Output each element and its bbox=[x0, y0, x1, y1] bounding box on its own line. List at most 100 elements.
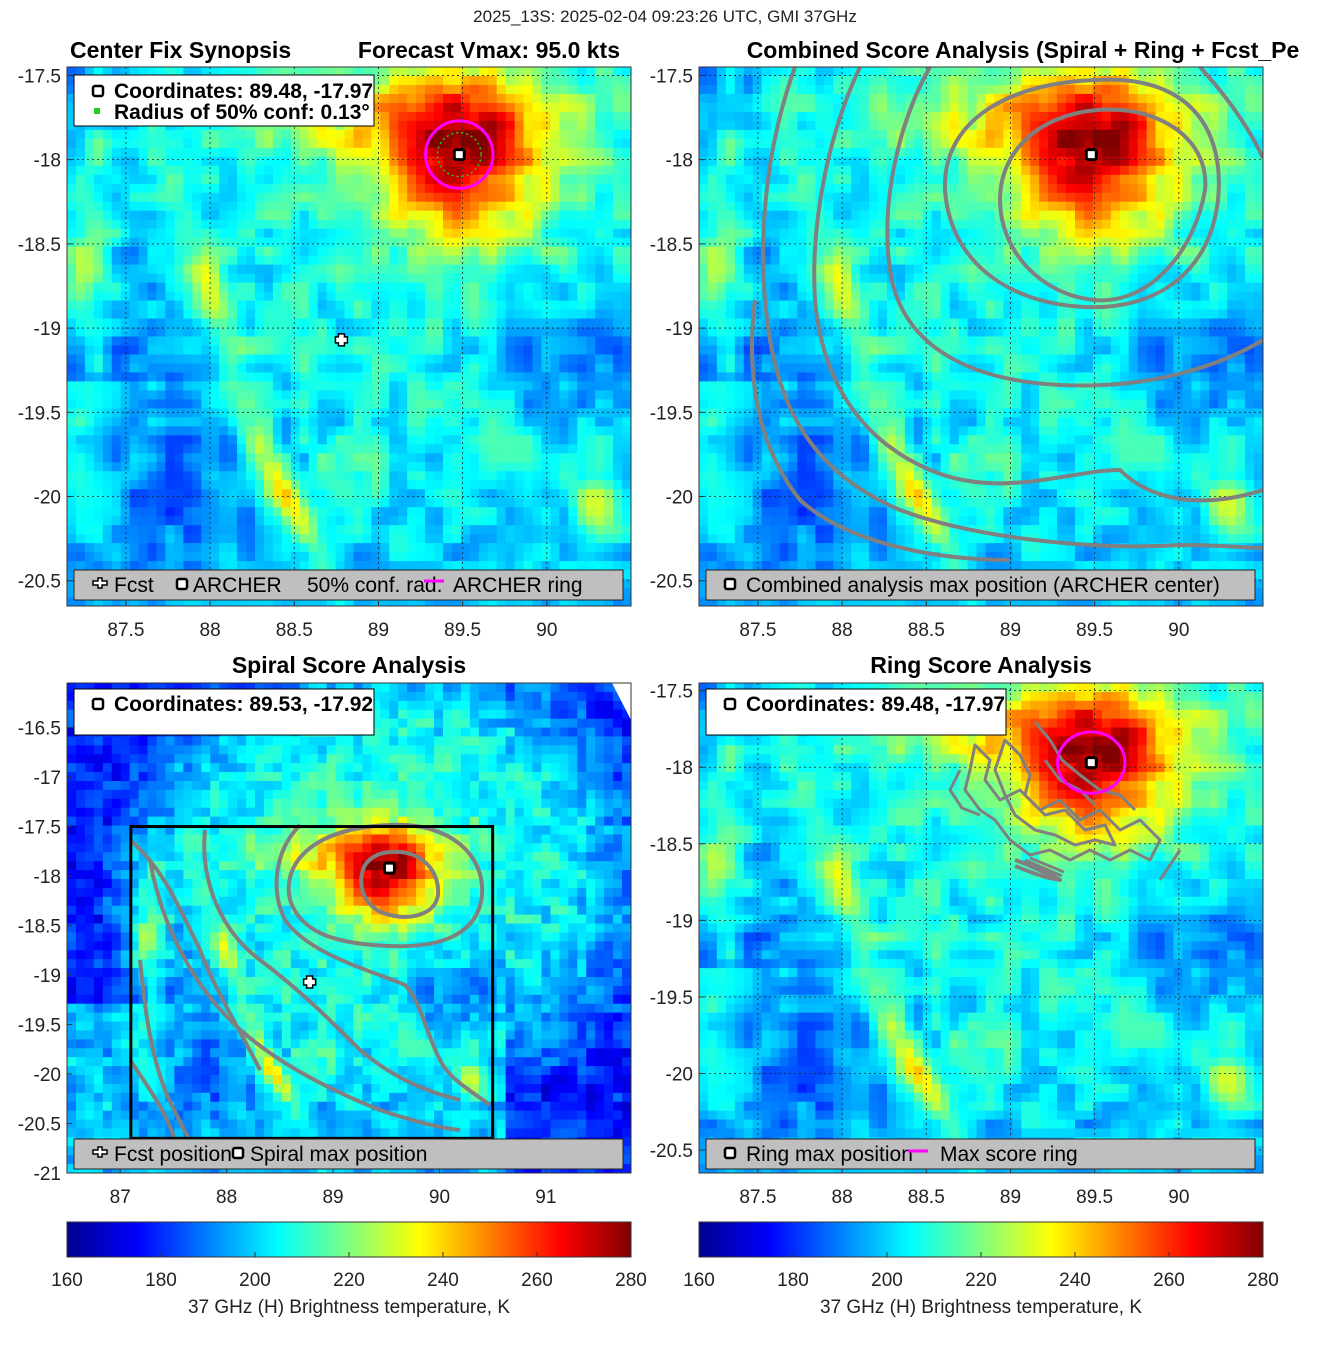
heatmap-cell bbox=[699, 75, 709, 86]
heatmap-cell bbox=[425, 300, 435, 311]
heatmap-cell bbox=[595, 93, 605, 104]
heatmap-cell bbox=[824, 282, 834, 293]
heatmap-cell bbox=[443, 399, 453, 409]
heatmap-cell bbox=[84, 237, 95, 248]
heatmap-cell bbox=[752, 67, 763, 77]
axis-ticks: 87.5 88 88.5 89 89.5 90-17.5-18-18.5-19-19.5-… bbox=[18, 66, 558, 641]
heatmap-cell bbox=[469, 201, 480, 212]
heatmap-cell bbox=[743, 480, 754, 490]
heatmap-cell bbox=[407, 300, 417, 311]
heatmap-cell bbox=[568, 264, 578, 275]
heatmap-cell bbox=[496, 111, 507, 122]
heatmap-cell bbox=[824, 453, 834, 463]
heatmap-cell bbox=[443, 363, 453, 374]
heatmap-cell bbox=[842, 219, 852, 230]
heatmap-cell bbox=[734, 399, 745, 409]
heatmap-cell bbox=[183, 300, 193, 311]
heatmap-cell bbox=[84, 282, 95, 293]
heatmap-cell bbox=[335, 228, 346, 239]
heatmap-cell bbox=[201, 435, 211, 445]
heatmap-cell bbox=[219, 399, 229, 409]
heatmap-cell bbox=[487, 282, 498, 293]
heatmap-cell bbox=[380, 138, 390, 149]
heatmap-cell bbox=[604, 318, 614, 329]
heatmap-cell bbox=[210, 417, 220, 427]
heatmap-cell bbox=[559, 561, 569, 571]
heatmap-cell bbox=[398, 318, 408, 329]
heatmap-cell bbox=[371, 138, 381, 149]
heatmap-cell bbox=[806, 480, 816, 490]
heatmap-cell bbox=[622, 75, 631, 86]
heatmap-cell bbox=[699, 183, 709, 194]
heatmap-cell bbox=[443, 120, 453, 131]
heatmap-cell bbox=[478, 336, 489, 347]
heatmap-cell bbox=[263, 525, 274, 535]
heatmap-cell bbox=[622, 228, 631, 239]
heatmap-cell bbox=[290, 219, 301, 230]
heatmap-cell bbox=[532, 84, 543, 95]
heatmap-cell bbox=[299, 354, 310, 365]
heatmap-cell bbox=[541, 147, 552, 158]
heatmap-cell bbox=[788, 543, 799, 553]
heatmap-cell bbox=[75, 426, 86, 436]
heatmap-cell bbox=[67, 84, 77, 95]
heatmap-cell bbox=[460, 363, 471, 374]
heatmap-cell bbox=[815, 67, 825, 77]
heatmap-cell bbox=[460, 489, 471, 499]
heatmap-cell bbox=[469, 291, 480, 302]
heatmap-cell bbox=[559, 516, 569, 526]
heatmap-cell bbox=[568, 561, 578, 571]
heatmap-cell bbox=[263, 534, 274, 544]
heatmap-cell bbox=[389, 102, 399, 113]
heatmap-cell bbox=[102, 552, 113, 562]
heatmap-cell bbox=[487, 534, 498, 544]
heatmap-cell bbox=[586, 408, 596, 418]
heatmap-cell bbox=[788, 516, 799, 526]
heatmap-cell bbox=[219, 552, 229, 562]
heatmap-cell bbox=[165, 327, 176, 338]
heatmap-cell bbox=[210, 174, 220, 185]
heatmap-cell bbox=[380, 336, 390, 347]
heatmap-cell bbox=[425, 264, 435, 275]
heatmap-cell bbox=[523, 201, 534, 212]
heatmap-cell bbox=[770, 228, 781, 239]
heatmap-cell bbox=[532, 489, 543, 499]
heatmap-cell bbox=[102, 354, 113, 365]
heatmap-cell bbox=[707, 426, 718, 436]
heatmap-cell bbox=[407, 291, 417, 302]
heatmap-cell bbox=[514, 597, 525, 606]
heatmap-cell bbox=[174, 138, 184, 149]
heatmap-cell bbox=[183, 336, 193, 347]
heatmap-cell bbox=[425, 363, 435, 374]
heatmap-cell bbox=[317, 183, 328, 194]
heatmap-cell bbox=[102, 67, 113, 77]
heatmap-cell bbox=[478, 381, 489, 391]
heatmap-cell bbox=[362, 363, 372, 374]
heatmap-cell bbox=[389, 309, 399, 320]
heatmap-cell bbox=[743, 381, 754, 391]
heatmap-cell bbox=[725, 399, 736, 409]
heatmap-cell bbox=[806, 192, 816, 203]
heatmap-cell bbox=[281, 498, 292, 508]
heatmap-cell bbox=[425, 183, 435, 194]
heatmap-cell bbox=[371, 525, 381, 535]
heatmap-cell bbox=[532, 561, 543, 571]
heatmap-cell bbox=[389, 399, 399, 409]
heatmap-cell bbox=[255, 354, 265, 365]
heatmap-cell bbox=[183, 237, 193, 248]
heatmap-cell bbox=[201, 426, 211, 436]
heatmap-cell bbox=[237, 345, 247, 356]
heatmap-cell bbox=[263, 309, 274, 320]
heatmap-cell bbox=[84, 489, 95, 499]
heatmap-cell bbox=[317, 417, 328, 427]
heatmap-cell bbox=[770, 534, 781, 544]
heatmap-cell bbox=[174, 498, 184, 508]
heatmap-cell bbox=[362, 300, 372, 311]
heatmap-cell bbox=[451, 399, 462, 409]
heatmap-cell bbox=[460, 246, 471, 257]
heatmap-cell bbox=[797, 93, 808, 104]
heatmap-cell bbox=[389, 489, 399, 499]
heatmap-cell bbox=[806, 300, 816, 311]
heatmap-cell bbox=[219, 507, 229, 517]
confidence-legend-icon bbox=[94, 108, 100, 114]
